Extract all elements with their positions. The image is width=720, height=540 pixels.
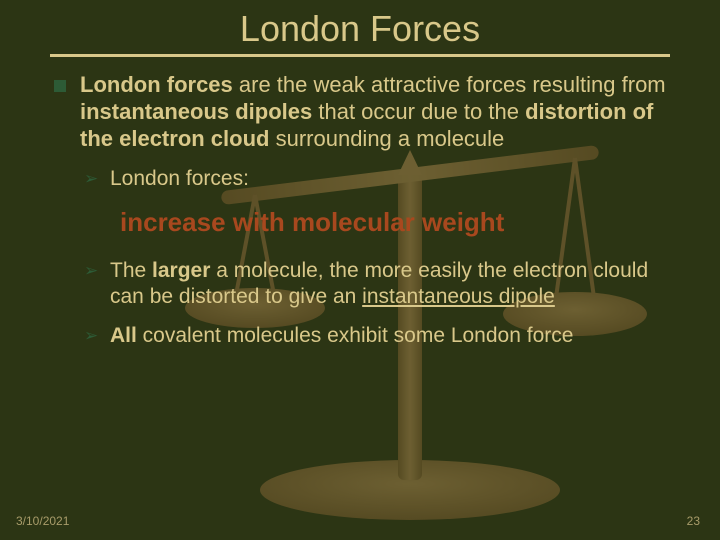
arrow-bullet-icon: ➢ xyxy=(84,169,98,190)
text-run: London forces: xyxy=(110,167,249,190)
text-run: The xyxy=(110,259,152,282)
sub-bullet-3: ➢ All covalent molecules exhibit some Lo… xyxy=(50,323,670,349)
arrow-bullet-icon: ➢ xyxy=(84,326,98,347)
sub-bullet-1: ➢ London forces: xyxy=(50,166,670,192)
square-bullet-icon xyxy=(54,80,66,92)
slide-title: London Forces xyxy=(0,8,720,50)
sub-bullet-2: ➢ The larger a molecule, the more easily… xyxy=(50,258,670,309)
text-bold: London forces xyxy=(80,72,233,97)
footer-page-number: 23 xyxy=(687,514,700,528)
text-bold: larger xyxy=(152,259,210,282)
text-run: are the weak attractive forces resulting… xyxy=(233,72,666,97)
text-underline: instantaneous dipole xyxy=(362,285,555,308)
text-run: surrounding a molecule xyxy=(269,126,504,151)
text-bold: All xyxy=(110,324,137,347)
text-run: that occur due to the xyxy=(312,99,525,124)
arrow-bullet-icon: ➢ xyxy=(84,261,98,282)
title-underline xyxy=(50,54,670,57)
slide: London Forces London forces are the weak… xyxy=(0,0,720,540)
slide-body: London forces are the weak attractive fo… xyxy=(50,72,670,363)
callout-text: increase with molecular weight xyxy=(50,206,670,240)
footer-date: 3/10/2021 xyxy=(16,514,69,528)
text-run: covalent molecules exhibit some London f… xyxy=(137,324,574,347)
text-bold: instantaneous dipoles xyxy=(80,99,312,124)
bullet-main: London forces are the weak attractive fo… xyxy=(50,72,670,152)
